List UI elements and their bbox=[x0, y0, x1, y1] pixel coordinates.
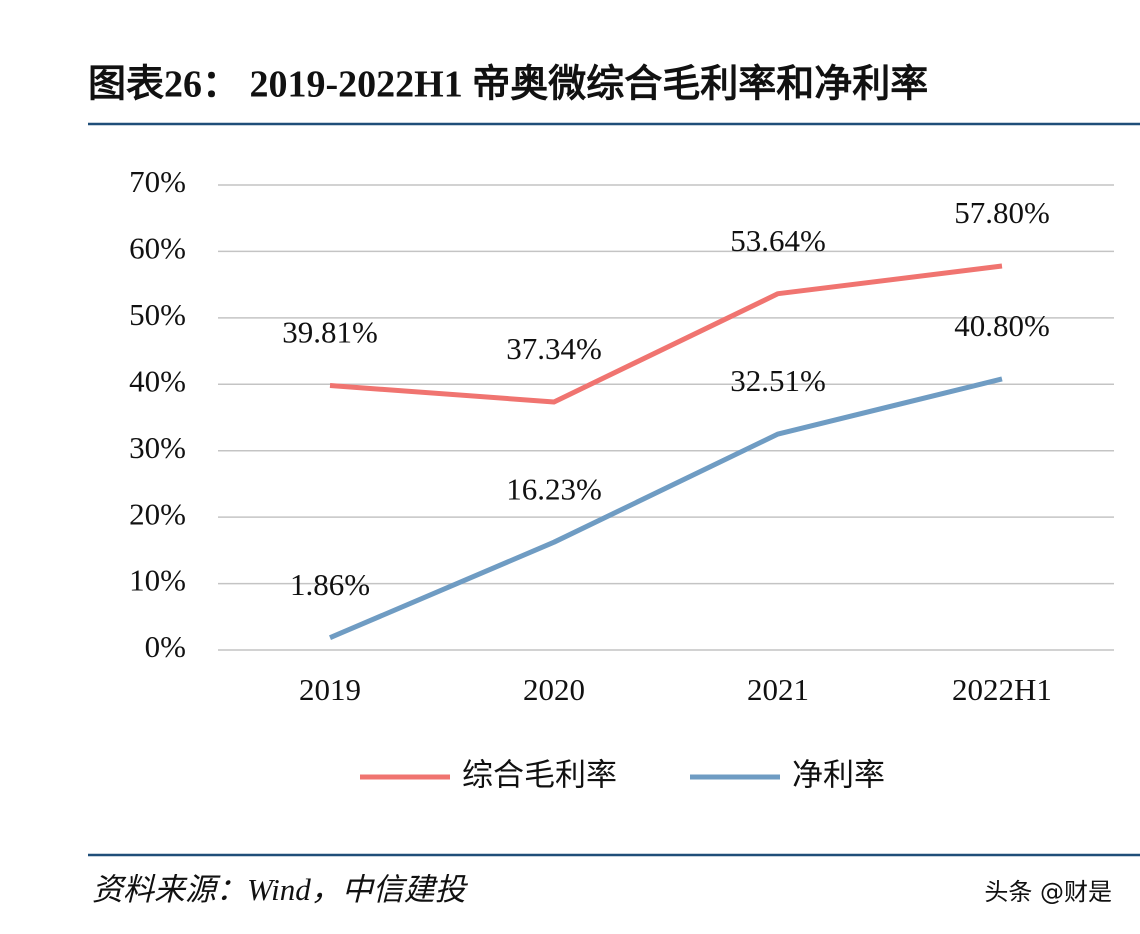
data-label: 53.64% bbox=[730, 223, 826, 258]
y-tick-label: 40% bbox=[129, 363, 186, 398]
data-label: 1.86% bbox=[290, 567, 370, 602]
y-tick-label: 50% bbox=[129, 297, 186, 332]
y-tick-label: 30% bbox=[129, 430, 186, 465]
data-label: 37.34% bbox=[506, 331, 602, 366]
y-tick-label: 0% bbox=[145, 629, 186, 664]
data-label: 32.51% bbox=[730, 363, 826, 398]
series-line bbox=[329, 263, 1003, 405]
chart-title: 图表26： 2019-2022H1 帝奥微综合毛利率和净利率 bbox=[88, 64, 928, 106]
x-tick-label: 2021 bbox=[747, 672, 809, 707]
x-tick-label: 2022H1 bbox=[952, 672, 1052, 707]
legend-label: 综合毛利率 bbox=[462, 758, 617, 794]
y-tick-label: 70% bbox=[129, 164, 186, 199]
x-tick-label: 2019 bbox=[299, 672, 361, 707]
x-tick-label: 2020 bbox=[523, 672, 585, 707]
data-label: 39.81% bbox=[282, 315, 378, 350]
data-label: 57.80% bbox=[954, 195, 1050, 230]
y-tick-label: 20% bbox=[129, 496, 186, 531]
y-tick-label: 10% bbox=[129, 563, 186, 598]
y-tick-label: 60% bbox=[129, 231, 186, 266]
watermark: 头条 @财是 bbox=[984, 878, 1112, 906]
legend-label: 净利率 bbox=[792, 758, 885, 794]
source: 资料来源：Wind，中信建投 bbox=[92, 872, 469, 907]
data-label: 16.23% bbox=[506, 471, 602, 506]
data-label: 40.80% bbox=[954, 308, 1050, 343]
series-line bbox=[329, 376, 1003, 640]
